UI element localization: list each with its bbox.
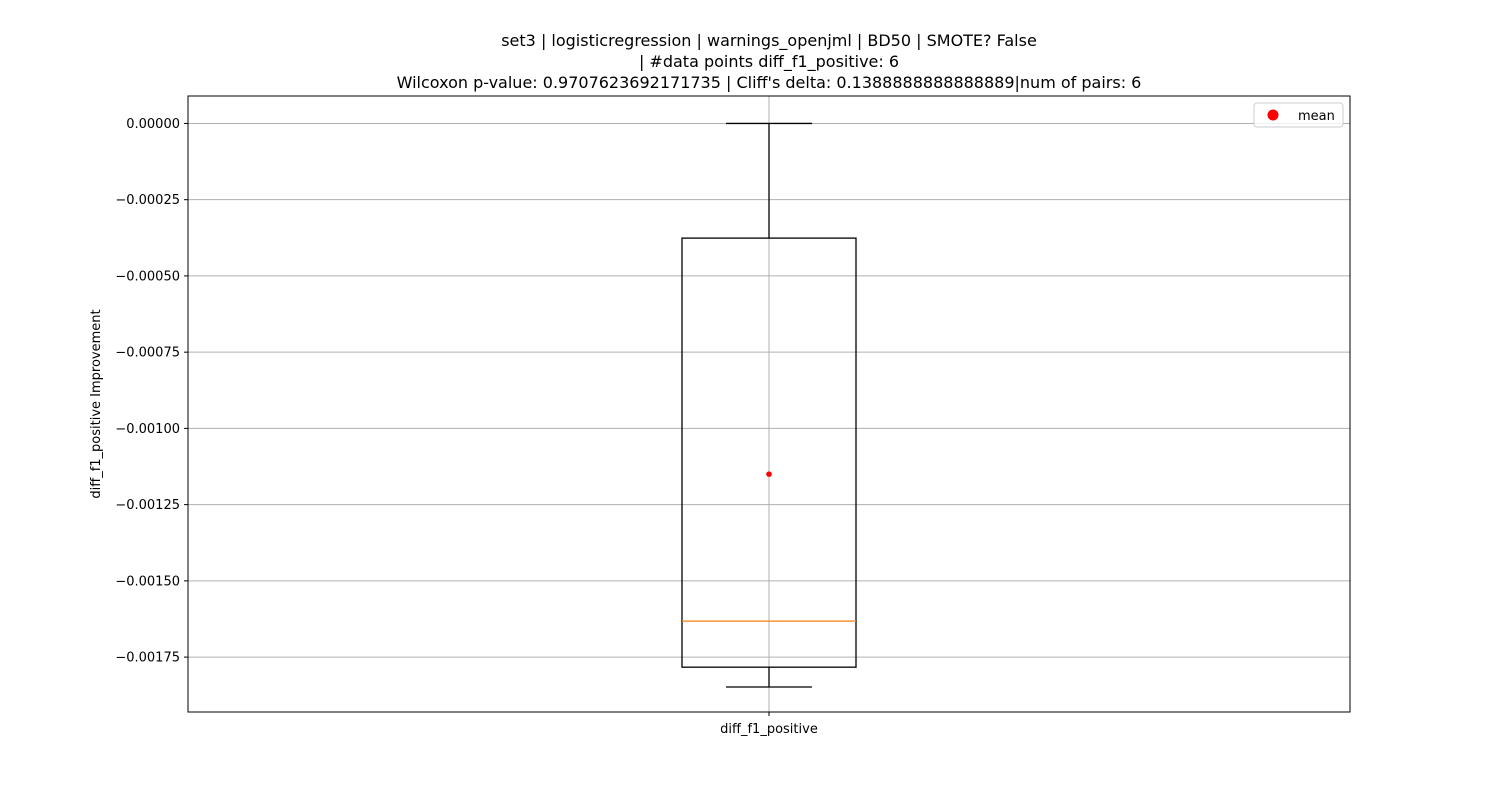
title-line-2: | #data points diff_f1_positive: 6 bbox=[639, 52, 899, 72]
y-tick-label: −0.00050 bbox=[115, 269, 180, 284]
y-tick-label: 0.00000 bbox=[126, 117, 180, 132]
y-tick-label: −0.00125 bbox=[115, 498, 180, 513]
y-tick-label: −0.00150 bbox=[115, 574, 180, 589]
y-axis-ticks: 0.00000 −0.00025 −0.00050 −0.00075 −0.00100 −… bbox=[115, 117, 188, 666]
title-line-1: set3 | logisticregression | warnings_ope… bbox=[501, 31, 1037, 51]
legend-mean-label: mean bbox=[1298, 109, 1335, 124]
legend-frame bbox=[1253, 102, 1344, 128]
title-line-3: Wilcoxon p-value: 0.9707623692171735 | C… bbox=[397, 73, 1142, 92]
mean-point bbox=[766, 471, 772, 477]
y-axis-label: diff_f1_positive Improvement bbox=[89, 309, 104, 498]
y-tick-label: −0.00100 bbox=[115, 422, 180, 437]
y-tick-label: −0.00175 bbox=[115, 651, 180, 666]
interquartile-box bbox=[681, 237, 857, 668]
legend: mean bbox=[1253, 102, 1344, 128]
x-tick-label: diff_f1_positive bbox=[720, 722, 818, 737]
grid bbox=[188, 96, 1350, 712]
y-tick-label: −0.00025 bbox=[115, 193, 180, 208]
chart-title: set3 | logisticregression | warnings_ope… bbox=[397, 31, 1142, 92]
box-plot bbox=[681, 122, 857, 688]
x-axis: diff_f1_positive bbox=[720, 712, 818, 737]
y-tick-label: −0.00075 bbox=[115, 346, 180, 361]
legend-mean-marker bbox=[1267, 109, 1279, 121]
